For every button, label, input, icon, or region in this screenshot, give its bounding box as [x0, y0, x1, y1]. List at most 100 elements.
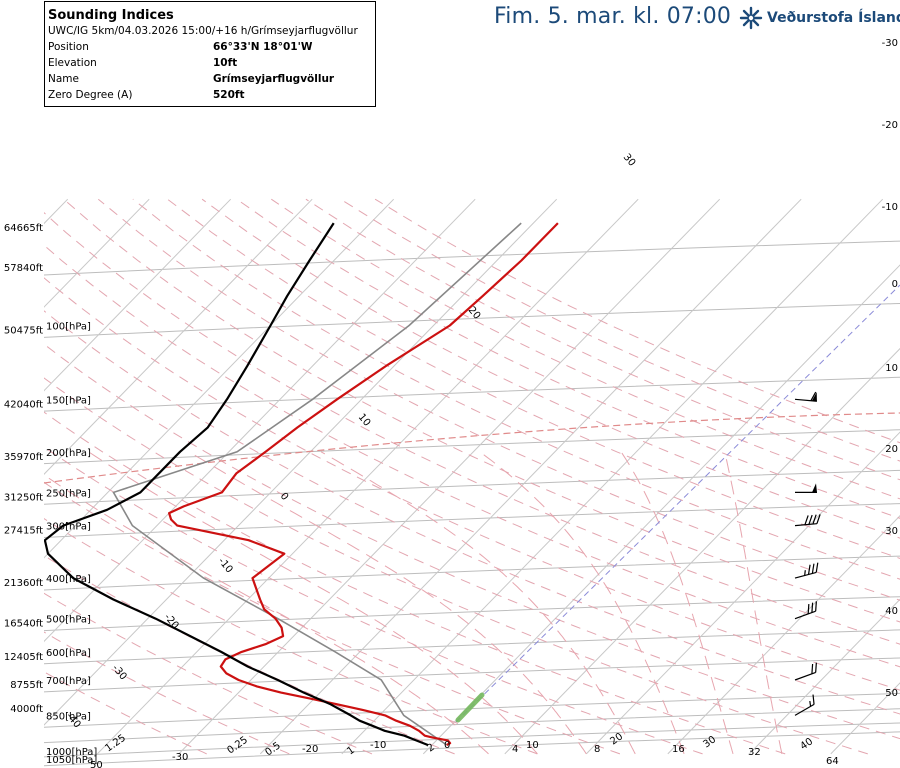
- height-tick-label: 8755ft: [10, 680, 43, 691]
- height-tick-label: 31250ft: [4, 492, 43, 503]
- right-axis-label: -30: [882, 38, 898, 49]
- dry-adiabat-line: [374, 198, 900, 444]
- bottom-axis-label: 10: [526, 740, 539, 751]
- dewpoint-line: [44, 222, 429, 747]
- bottom-axis-label: 16: [672, 744, 685, 755]
- wind-barb-full: [815, 601, 817, 612]
- wind-barb-flag: [811, 392, 817, 402]
- isobar-line: [44, 692, 900, 728]
- info-row-key: Elevation: [48, 57, 97, 69]
- isotherm-line: [748, 598, 900, 755]
- freezing-level-line: [44, 412, 900, 484]
- isotherm-line: [585, 431, 900, 755]
- isobar-line: [44, 303, 900, 338]
- right-axis-label: 20: [885, 444, 898, 455]
- right-axis-label: 50: [885, 688, 898, 699]
- right-axis-label: -20: [882, 120, 898, 131]
- moist-adiabat-line: [320, 451, 636, 755]
- isotherm-line: [44, 198, 558, 726]
- bottom-axis-label: 1.25: [103, 733, 128, 755]
- dry-adiabat-line: [44, 244, 900, 668]
- surface-mixing-highlight: [455, 692, 485, 723]
- isobar-line: [44, 596, 900, 632]
- pressure-tick-label: 500[hPa]: [46, 615, 91, 626]
- wind-barb-full: [812, 514, 817, 525]
- moist-adiabat-line: [88, 451, 538, 755]
- page-title: Fim. 5. mar. kl. 07:00: [494, 4, 732, 29]
- bottom-axis-label: 64: [826, 756, 839, 767]
- isobar-line: [44, 429, 900, 465]
- right-axis-label: 10: [885, 363, 898, 374]
- vedurstofa-logo: Veðurstofa Íslands: [738, 6, 900, 30]
- height-tick-label: 57840ft: [4, 263, 43, 274]
- pressure-tick-label: 300[hPa]: [46, 522, 91, 533]
- isotherm-line: [44, 198, 150, 308]
- isotherm-line: [667, 515, 900, 755]
- wind-barb-full: [812, 694, 815, 705]
- info-row-key: Position: [48, 41, 89, 53]
- info-row: Zero Degree (A) 520ft: [48, 87, 375, 103]
- info-title: Sounding Indices: [48, 8, 174, 23]
- height-tick-label: 4000ft: [10, 704, 43, 715]
- pressure-tick-label: 150[hPa]: [46, 395, 91, 406]
- dry-adiabat-line: [44, 518, 538, 755]
- isotherm-line: [44, 198, 476, 643]
- wind-barb-full: [804, 515, 809, 525]
- dry-adiabat-line: [44, 343, 900, 740]
- isobar-line: [44, 240, 900, 276]
- info-row-key: Name: [48, 73, 79, 85]
- snowflake-logo-icon: [739, 6, 763, 30]
- pressure-tick-label: 1000[hPa]: [46, 747, 97, 758]
- dry-adiabat-line: [201, 198, 900, 539]
- right-axis-label: -10: [882, 202, 898, 213]
- parcel-path-line: [112, 222, 522, 746]
- pressure-tick-label: 100[hPa]: [46, 322, 91, 333]
- bottom-axis-label: 30: [701, 734, 718, 750]
- isobar-line: [44, 722, 900, 758]
- wind-barb-full: [807, 564, 811, 575]
- info-row: Elevation 10ft: [48, 55, 375, 71]
- isotherm-label: 0: [278, 491, 291, 503]
- bottom-axis-label: 40: [798, 736, 815, 752]
- dry-adiabat-line: [44, 212, 900, 645]
- dry-adiabat-line: [44, 411, 786, 755]
- info-row: Position 66°33'N 18°01'W: [48, 39, 375, 55]
- height-tick-label: 50475ft: [4, 326, 43, 337]
- pressure-tick-label: 200[hPa]: [46, 448, 91, 459]
- bottom-axis-label: -20: [302, 744, 318, 755]
- wind-barb-flag: [812, 483, 817, 493]
- wind-barb-staff: [794, 671, 816, 681]
- info-row-value: Grímseyjarflugvöllur: [213, 73, 335, 85]
- isotherm-line: [504, 347, 900, 755]
- wind-barb: [794, 391, 817, 402]
- right-axis-label: 30: [885, 526, 898, 537]
- wind-barb-full: [811, 663, 814, 674]
- isobar-line: [44, 469, 900, 505]
- bottom-axis-label: -30: [172, 752, 188, 763]
- isobar-line: [44, 555, 900, 591]
- pressure-tick-label: 600[hPa]: [46, 648, 91, 659]
- dry-adiabat-line: [44, 277, 900, 691]
- bottom-axis-label: 20: [608, 731, 625, 747]
- wind-barb-full: [816, 514, 821, 524]
- sounding-info-panel: Sounding Indices UWC/IG 5km/04.03.2026 1…: [44, 1, 376, 107]
- wind-barb-staff: [794, 571, 817, 579]
- wind-barb-full: [815, 562, 819, 573]
- chart-grid: [44, 198, 900, 767]
- info-row: Name Grímseyjarflugvöllur: [48, 71, 375, 87]
- pressure-tick-label: 400[hPa]: [46, 574, 91, 585]
- wind-barb: [794, 562, 819, 579]
- moist-adiabat-line: [724, 451, 783, 755]
- wind-barb-half: [809, 700, 812, 707]
- dry-adiabat-line: [305, 198, 900, 481]
- wind-barb: [794, 662, 817, 681]
- right-axis-label: 40: [885, 606, 898, 617]
- isotherm-line: [422, 264, 900, 755]
- dry-adiabat-line: [44, 592, 373, 755]
- dry-adiabat-line: [44, 481, 621, 755]
- pressure-tick-label: 250[hPa]: [46, 488, 91, 499]
- isotherm-line: [96, 198, 639, 755]
- wind-barb-full: [811, 602, 814, 613]
- height-tick-label: 21360ft: [4, 578, 43, 589]
